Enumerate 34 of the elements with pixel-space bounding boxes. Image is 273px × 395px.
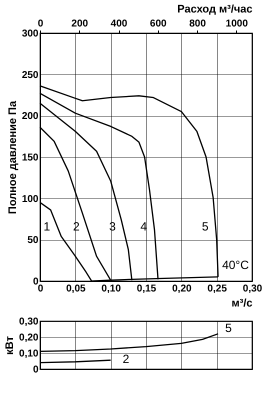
series-label: 2 — [122, 352, 130, 366]
y-tick-label: 250 — [22, 70, 39, 81]
x2-tick-label: 1000 — [226, 18, 248, 30]
x2-tick-label: 400 — [110, 18, 128, 30]
y-tick-label: 0,30 — [19, 316, 39, 328]
x-axis-title: м³/с — [232, 298, 252, 310]
y-tick-label: 150 — [22, 152, 39, 164]
x-tick-label: 0,15 — [136, 284, 157, 294]
y-tick-label: 0,10 — [19, 348, 39, 360]
x-tick-label: 0,20 — [172, 284, 192, 294]
y-tick-label: 0 — [32, 364, 39, 376]
series-label: 5 — [225, 320, 232, 335]
x-tick-label: 0,10 — [101, 284, 122, 294]
x2-tick-label: 200 — [71, 18, 89, 30]
y-axis-title: кВт — [4, 336, 16, 355]
series-label: 5 — [202, 219, 209, 234]
series-label: 2 — [73, 219, 80, 234]
series-label: 40°C — [222, 258, 250, 272]
series-label: 4 — [140, 219, 148, 234]
y-tick-label: 300 — [22, 28, 39, 40]
x-tick-label: 0,05 — [66, 284, 86, 294]
x2-axis-title: Расход м³/час — [177, 4, 252, 16]
y-tick-label: 0 — [32, 276, 39, 288]
x2-tick-label: 600 — [150, 18, 168, 30]
series-label: 3 — [109, 219, 116, 234]
y-tick-label: 50 — [27, 235, 39, 246]
y-tick-label: 100 — [22, 194, 39, 205]
x2-tick-label: 800 — [189, 18, 206, 30]
x-tick-label: 0,30 — [242, 284, 263, 294]
y-tick-label: 200 — [22, 111, 39, 122]
x-tick-label: 0,25 — [207, 284, 228, 294]
series-label: 1 — [44, 219, 51, 234]
y-tick-label: 0,20 — [19, 332, 39, 344]
y-axis-title: Полное давление Па — [6, 100, 19, 214]
